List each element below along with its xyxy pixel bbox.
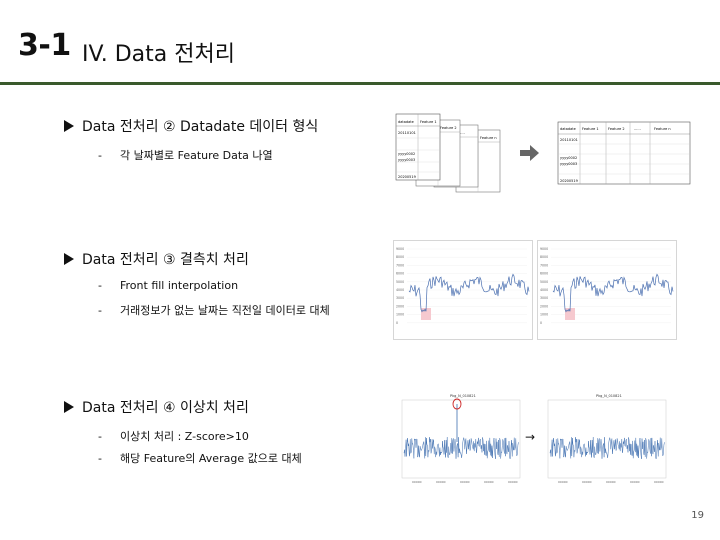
- x-tick-label: 00000: [606, 480, 616, 484]
- outlier-after-chart: Pkg_N_010821 00000 00000 00000 00000 00000: [547, 394, 667, 484]
- list-item: - Front fill interpolation: [98, 279, 239, 292]
- y-tick-label: 7000: [540, 263, 548, 267]
- plot-title: Pkg_N_010821: [450, 394, 476, 398]
- missing-after-chart: 9000 8000 7000 6000 5000 4000 3000 2000 1000 0: [537, 240, 677, 340]
- y-tick-label: 1000: [396, 313, 404, 317]
- table-header: Feature n: [654, 127, 671, 131]
- table-header: datadate: [560, 127, 576, 131]
- x-tick-label: 00000: [484, 480, 494, 484]
- y-tick-label: 7000: [396, 263, 404, 267]
- x-tick-label: 00000: [508, 480, 518, 484]
- table-header: Feature 2: [608, 127, 625, 131]
- sheet-header: ......: [458, 131, 465, 135]
- list-item: - 해당 Feature의 Average 값으로 대체: [98, 452, 302, 465]
- y-axis-ticks: 9000 8000 7000 6000 5000 4000 3000 2000 1000 0: [396, 247, 527, 325]
- y-tick-label: 8000: [540, 255, 548, 259]
- missing-before-chart: 9000 8000 7000 6000 5000 4000 3000 2000 1000 0: [393, 240, 533, 340]
- y-tick-label: 4000: [540, 288, 548, 292]
- y-tick-label: 1000: [540, 313, 548, 317]
- y-tick-label: 3000: [540, 296, 548, 300]
- sheet-row: 20200519: [398, 175, 416, 179]
- outlier-marker-icon: [452, 398, 462, 410]
- sheet-header: Feature 1: [420, 120, 437, 124]
- y-tick-label: 4000: [396, 288, 404, 292]
- bullet-triangle-icon: [64, 401, 74, 413]
- y-tick-label: 6000: [540, 272, 548, 276]
- page-number: 19: [691, 510, 704, 521]
- section-number: 3-1: [18, 28, 71, 63]
- sheet-row: yyyy0003: [398, 158, 415, 162]
- section-heading-datadate: Data 전처리 ② Datadate 데이터 형식: [64, 116, 318, 136]
- table-header: ......: [634, 127, 641, 131]
- price-series-line: [408, 273, 530, 313]
- x-tick-label: 00000: [582, 480, 592, 484]
- y-tick-label: 0: [540, 321, 542, 325]
- list-item: - 이상치 처리 : Z-score>10: [98, 430, 249, 443]
- datadate-format-figure: Feature n ...... Feature 2 datadate Feat…: [395, 113, 691, 193]
- x-axis-ticks: 00000 00000 00000 00000 00000: [412, 480, 518, 484]
- table-row: 20110101: [560, 138, 578, 142]
- section-heading-missing: Data 전처리 ③ 결측치 처리: [64, 249, 249, 269]
- list-item-text: Front fill interpolation: [120, 279, 239, 292]
- plot-title: Pkg_N_010821: [596, 394, 622, 398]
- bullet-triangle-icon: [64, 253, 74, 265]
- y-tick-label: 5000: [396, 280, 404, 284]
- y-tick-label: 5000: [540, 280, 548, 284]
- noise-series: [403, 437, 519, 460]
- page-title: IV. Data 전처리: [82, 42, 235, 67]
- list-item: -각 날짜별로 Feature Data 나열: [98, 149, 273, 162]
- y-tick-label: 2000: [540, 304, 548, 308]
- price-series-line: [552, 273, 674, 313]
- table-header: Feature 1: [582, 127, 599, 131]
- list-item-text: 거래정보가 없는 날짜는 직전일 데이터로 대체: [120, 304, 330, 317]
- section-heading-text: Data 전처리 ② Datadate 데이터 형식: [82, 119, 319, 135]
- section-heading-text: Data 전처리 ④ 이상치 처리: [82, 400, 249, 416]
- sheet-row: yyyy0002: [398, 152, 415, 156]
- x-tick-label: 00000: [558, 480, 568, 484]
- arrow-icon: →: [525, 430, 536, 444]
- table-row: 20200519: [560, 179, 578, 183]
- section-heading-text: Data 전처리 ③ 결측치 처리: [82, 252, 249, 268]
- sheet-header: Feature n: [480, 136, 497, 140]
- merged-table: datadate Feature 1 Feature 2 ...... Feat…: [557, 121, 691, 185]
- bullet-triangle-icon: [64, 120, 74, 132]
- list-item-text: 이상치 처리 : Z-score>10: [120, 430, 249, 443]
- missing-region-highlight: [565, 308, 575, 320]
- section-heading-outlier: Data 전처리 ④ 이상치 처리: [64, 397, 249, 417]
- y-tick-label: 8000: [396, 255, 404, 259]
- sheet-header: datadate: [398, 120, 414, 124]
- y-tick-label: 6000: [396, 272, 404, 276]
- list-item-text: 해당 Feature의 Average 값으로 대체: [120, 452, 302, 465]
- x-tick-label: 00000: [460, 480, 470, 484]
- title-divider: [0, 82, 720, 85]
- x-tick-label: 00000: [436, 480, 446, 484]
- sheet-header: Feature 2: [440, 126, 457, 130]
- sheet-row: 20110101: [398, 131, 416, 135]
- y-axis-ticks: 9000 8000 7000 6000 5000 4000 3000 2000 1000 0: [540, 247, 671, 325]
- feature-sheet-1: datadate Feature 1 20110101 yyyy0002 yyy…: [395, 113, 441, 181]
- y-tick-label: 2000: [396, 304, 404, 308]
- transform-arrow-icon: [520, 145, 539, 161]
- outlier-before-chart: Pkg_N_010821 00000 00000 00000 00000 00000: [401, 394, 521, 484]
- list-item-text: 각 날짜별로 Feature Data 나열: [120, 149, 273, 162]
- list-item: - 거래정보가 없는 날짜는 직전일 데이터로 대체: [98, 304, 330, 317]
- noise-series: [549, 437, 665, 460]
- x-axis-ticks: 00000 00000 00000 00000 00000: [558, 480, 664, 484]
- missing-region-highlight: [421, 308, 431, 320]
- y-tick-label: 9000: [396, 247, 404, 251]
- x-tick-label: 00000: [654, 480, 664, 484]
- x-tick-label: 00000: [630, 480, 640, 484]
- y-tick-label: 0: [396, 321, 398, 325]
- x-tick-label: 00000: [412, 480, 422, 484]
- y-tick-label: 9000: [540, 247, 548, 251]
- y-tick-label: 3000: [396, 296, 404, 300]
- table-row: yyyy0003: [560, 162, 577, 166]
- table-row: yyyy0002: [560, 156, 577, 160]
